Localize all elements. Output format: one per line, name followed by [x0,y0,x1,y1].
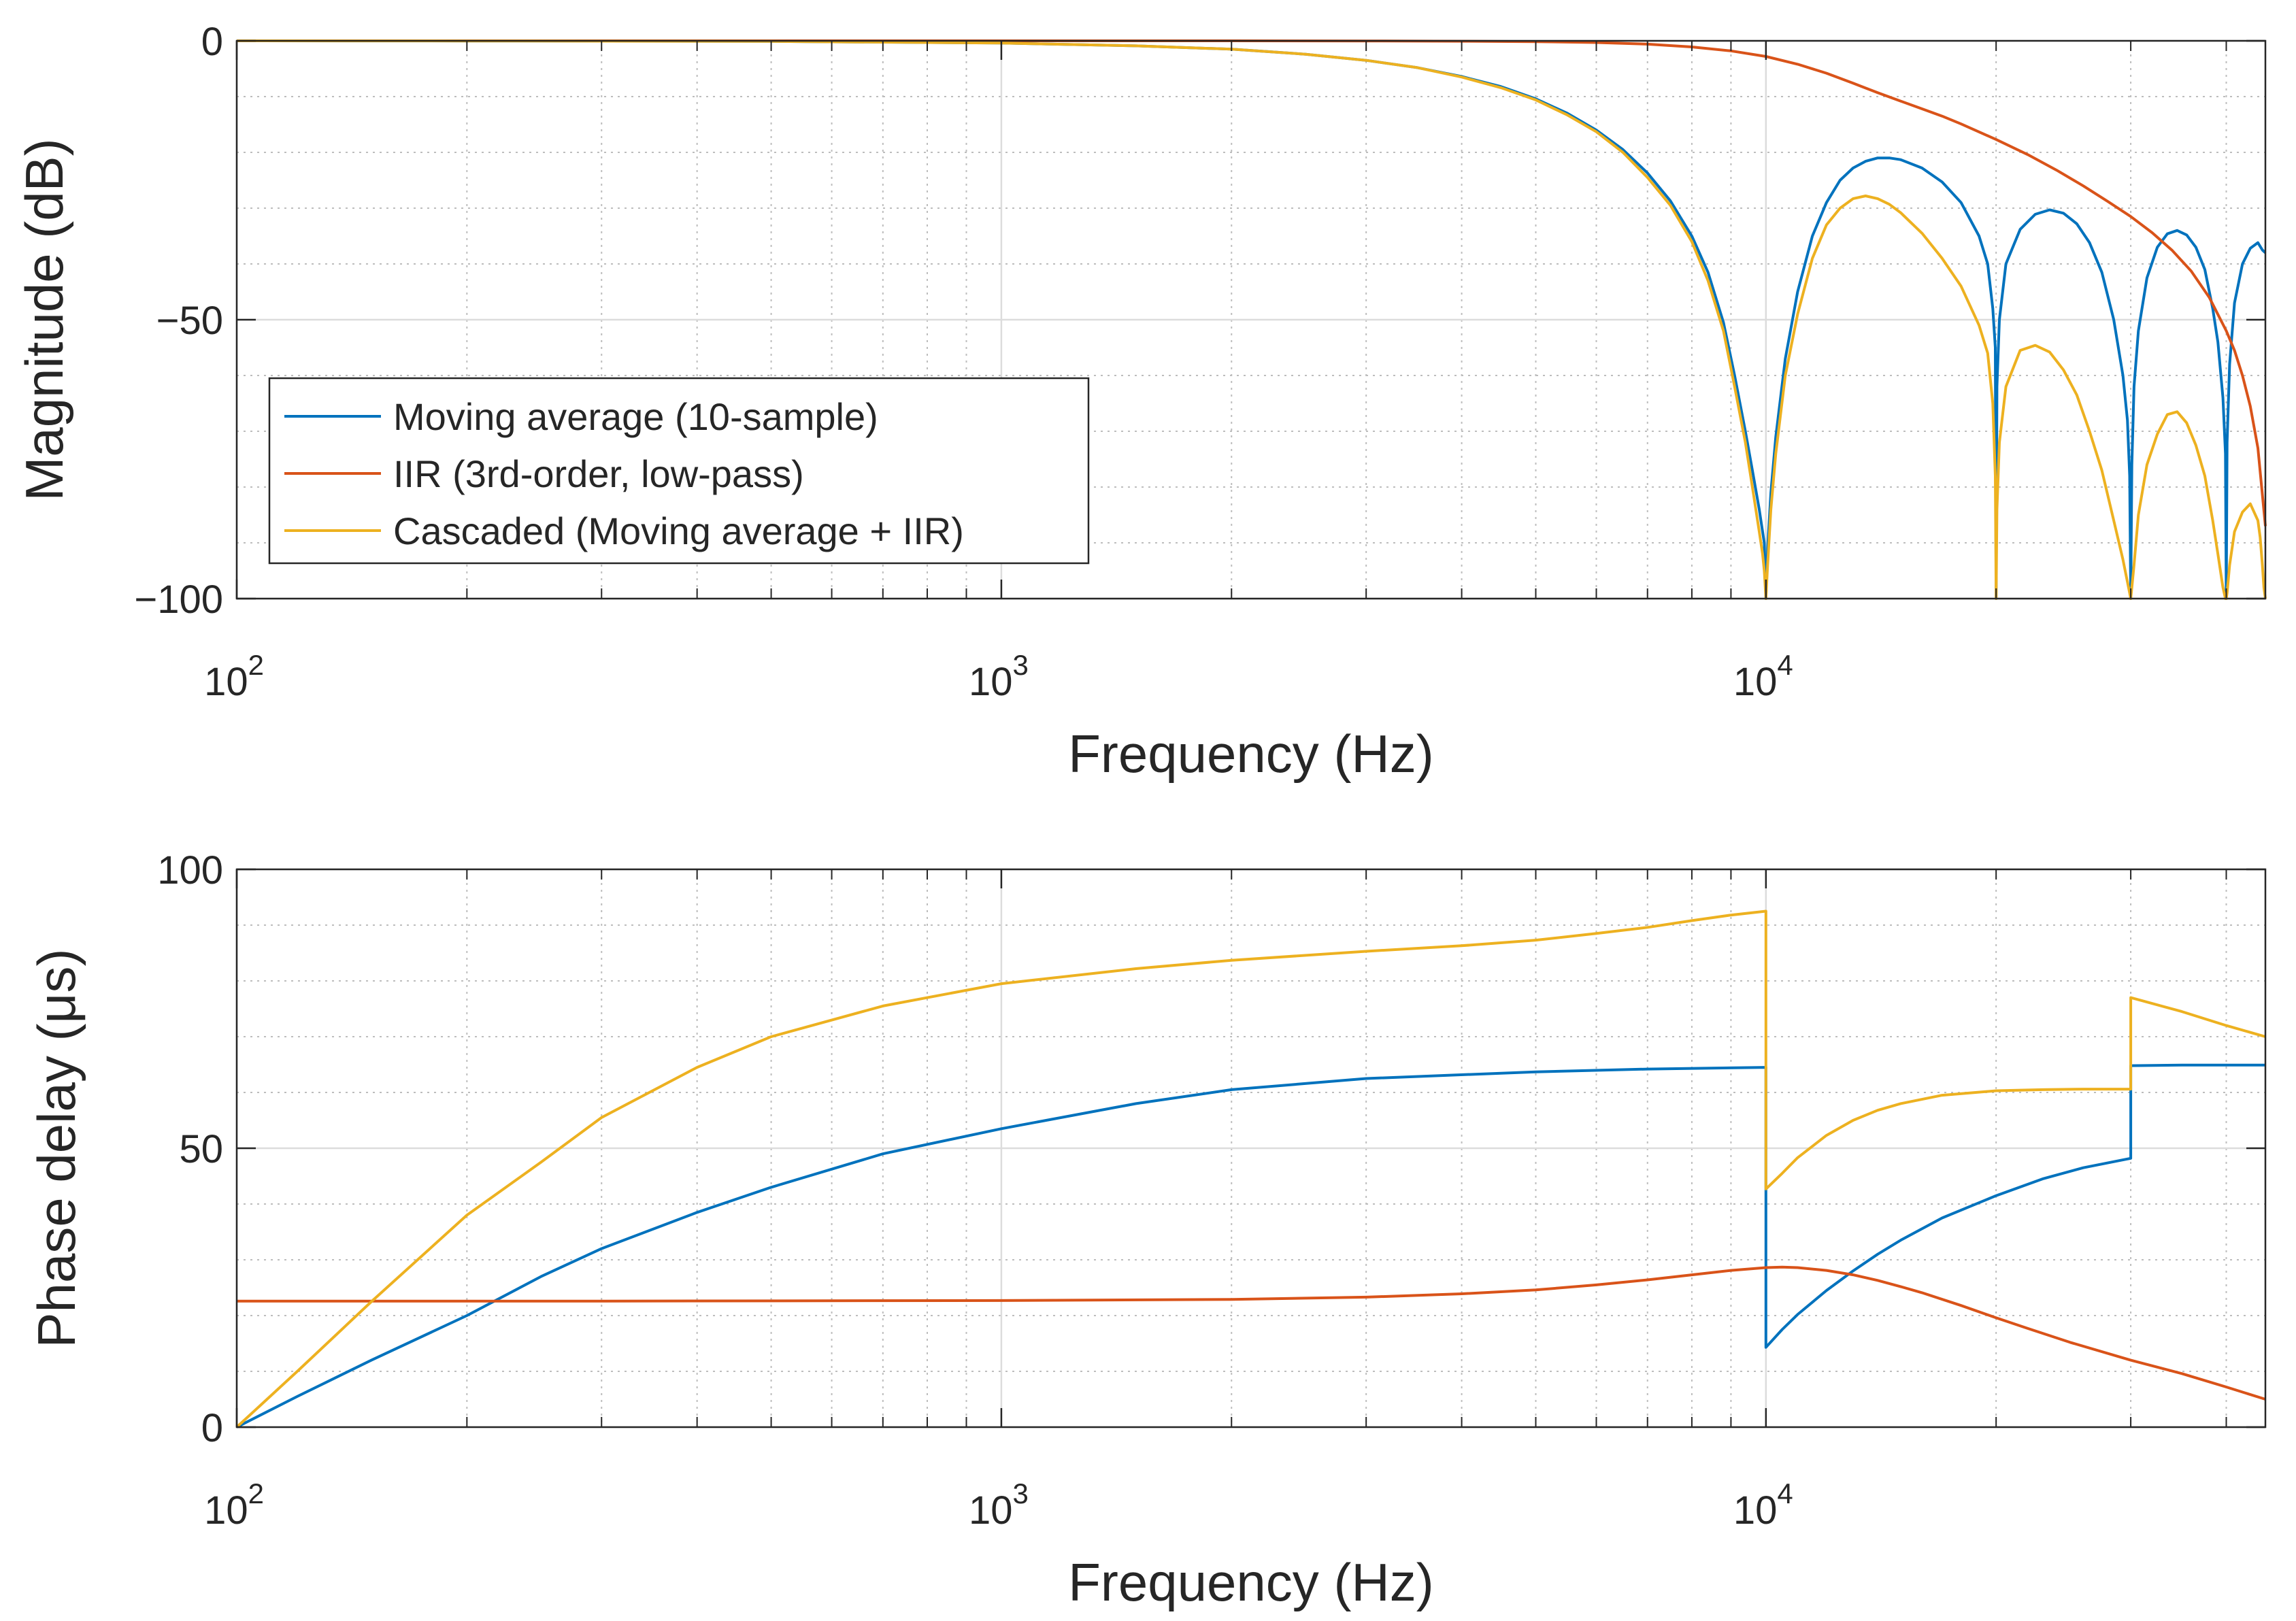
legend-entry-2: IIR (3rd-order, low-pass) [393,452,804,495]
y-axis-label: Phase delay (μs) [27,949,86,1348]
x-tick-label: 103 [969,649,1029,704]
series-line-3 [236,39,2267,600]
series-line-2 [237,1265,2266,1401]
tick-marks [235,868,2265,1428]
legend: Moving average (10-sample) IIR (3rd-order… [268,377,1090,565]
x-tick-label: 104 [1733,1477,1793,1533]
x-axis-label: Frequency (Hz) [1068,1552,1433,1612]
legend-entry-3: Cascaded (Moving average + IIR) [393,509,964,552]
x-tick-label: 103 [969,1477,1029,1533]
y-tick-label: 0 [201,1406,223,1450]
tick-marks [235,39,2265,600]
series-group [235,909,2266,1428]
y-axis-label: Magnitude (dB) [14,138,74,501]
chart-magnitude: 0 −50 −100 102 103 104 Frequency (Hz) Magnitude… [14,20,2267,784]
y-tick-label: −50 [156,299,223,343]
series-line-3 [235,909,2266,1428]
series-line-1 [236,39,2267,600]
y-tick-label: 50 [179,1127,223,1171]
x-tick-label: 102 [204,649,264,704]
x-tick-label: 104 [1733,649,1793,704]
legend-entry-1: Moving average (10-sample) [393,395,878,438]
x-tick-label: 102 [204,1477,264,1533]
y-tick-label: 0 [201,20,223,64]
chart-phase-delay: 0 50 100 102 103 104 Frequency (Hz) Phase delay… [27,848,2267,1612]
x-axis-label: Frequency (Hz) [1068,724,1433,784]
legend-box [268,377,1090,565]
y-tick-label: 100 [157,848,223,892]
y-tick-label: −100 [134,578,223,622]
series-line-1 [236,1063,2265,1428]
